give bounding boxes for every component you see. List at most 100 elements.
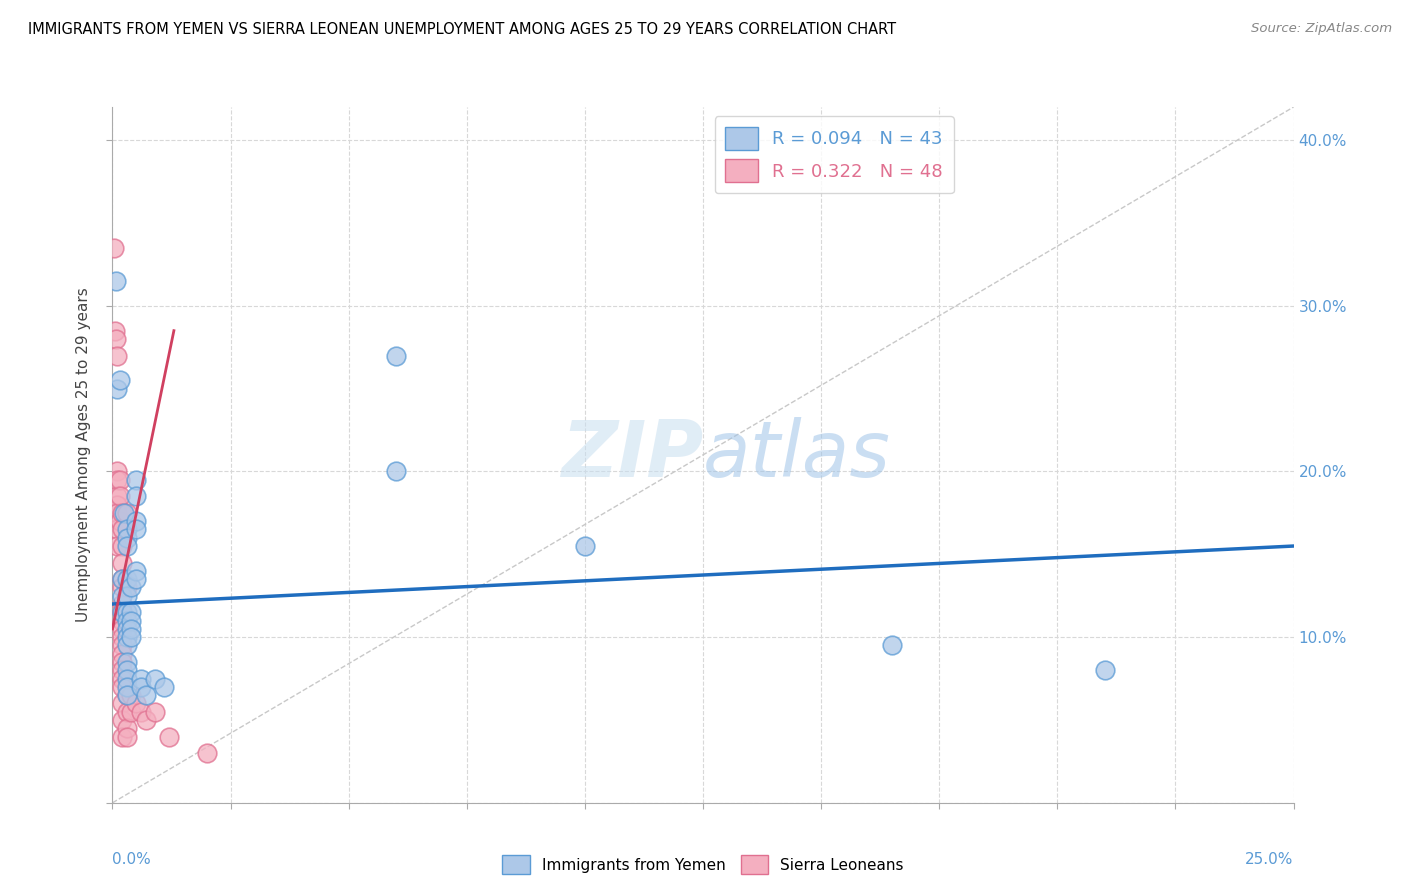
Point (111, 597, 134, 611)
Point (111, 663, 134, 677)
Point (111, 647, 134, 661)
Point (108, 373, 131, 387)
Point (115, 572, 138, 586)
Point (105, 465, 128, 479)
Point (111, 589, 134, 603)
Point (135, 713, 157, 727)
Point (115, 730, 138, 744)
Point (115, 663, 138, 677)
Point (111, 622, 134, 636)
Text: ZIP: ZIP (561, 417, 703, 493)
Legend: R = 0.094   N = 43, R = 0.322   N = 48: R = 0.094 N = 43, R = 0.322 N = 48 (714, 116, 953, 194)
Point (111, 614, 134, 628)
Point (115, 680, 138, 694)
Point (143, 705, 166, 719)
Point (115, 581, 138, 595)
Text: Source: ZipAtlas.com: Source: ZipAtlas.com (1251, 22, 1392, 36)
Point (115, 605, 138, 619)
Point (153, 680, 176, 694)
Point (135, 688, 157, 702)
Point (120, 630, 142, 644)
Point (1094, 663, 1116, 677)
Point (125, 572, 148, 586)
Point (111, 572, 134, 586)
Point (115, 630, 138, 644)
Point (115, 672, 138, 686)
Point (105, 274, 128, 288)
Point (125, 564, 148, 578)
Point (115, 539, 138, 553)
Point (125, 473, 148, 487)
Point (105, 382, 128, 396)
Point (115, 655, 138, 669)
Point (129, 672, 152, 686)
Point (125, 514, 148, 528)
Point (129, 705, 152, 719)
Point (111, 680, 134, 694)
Point (385, 349, 408, 363)
Point (111, 581, 134, 595)
Point (115, 506, 138, 520)
Point (115, 622, 138, 636)
Point (111, 730, 134, 744)
Point (120, 688, 142, 702)
Point (115, 688, 138, 702)
Point (105, 349, 128, 363)
Point (574, 539, 596, 553)
Point (115, 531, 138, 545)
Point (115, 523, 138, 537)
Text: 0.0%: 0.0% (112, 852, 152, 866)
Point (120, 705, 142, 719)
Point (111, 556, 134, 570)
Point (104, 324, 127, 338)
Point (120, 581, 142, 595)
Point (125, 489, 148, 503)
Point (115, 639, 138, 653)
Point (120, 614, 142, 628)
Point (125, 523, 148, 537)
Point (108, 514, 131, 528)
Point (115, 705, 138, 719)
Point (129, 680, 152, 694)
Point (111, 605, 134, 619)
Point (125, 697, 148, 711)
Point (111, 572, 134, 586)
Text: atlas: atlas (703, 417, 891, 493)
Point (111, 672, 134, 686)
Text: 25.0%: 25.0% (1246, 852, 1294, 866)
Point (115, 688, 138, 702)
Point (108, 473, 131, 487)
Y-axis label: Unemployment Among Ages 25 to 29 years: Unemployment Among Ages 25 to 29 years (76, 287, 91, 623)
Point (103, 241, 125, 255)
Point (105, 506, 128, 520)
Point (385, 465, 408, 479)
Text: IMMIGRANTS FROM YEMEN VS SIERRA LEONEAN UNEMPLOYMENT AMONG AGES 25 TO 29 YEARS C: IMMIGRANTS FROM YEMEN VS SIERRA LEONEAN … (28, 22, 896, 37)
Point (105, 332, 128, 346)
Point (115, 614, 138, 628)
Point (111, 655, 134, 669)
Legend: Immigrants from Yemen, Sierra Leoneans: Immigrants from Yemen, Sierra Leoneans (496, 849, 910, 880)
Point (111, 697, 134, 711)
Point (157, 730, 180, 744)
Point (115, 721, 138, 735)
Point (108, 489, 131, 503)
Point (880, 639, 903, 653)
Point (195, 746, 218, 760)
Point (115, 589, 138, 603)
Point (111, 630, 134, 644)
Point (143, 672, 166, 686)
Point (105, 498, 128, 512)
Point (111, 639, 134, 653)
Point (111, 713, 134, 727)
Point (105, 539, 128, 553)
Point (105, 523, 128, 537)
Point (120, 622, 142, 636)
Point (111, 539, 134, 553)
Point (105, 473, 128, 487)
Point (111, 605, 134, 619)
Point (105, 489, 128, 503)
Point (120, 605, 142, 619)
Point (112, 506, 135, 520)
Point (111, 506, 134, 520)
Point (111, 523, 134, 537)
